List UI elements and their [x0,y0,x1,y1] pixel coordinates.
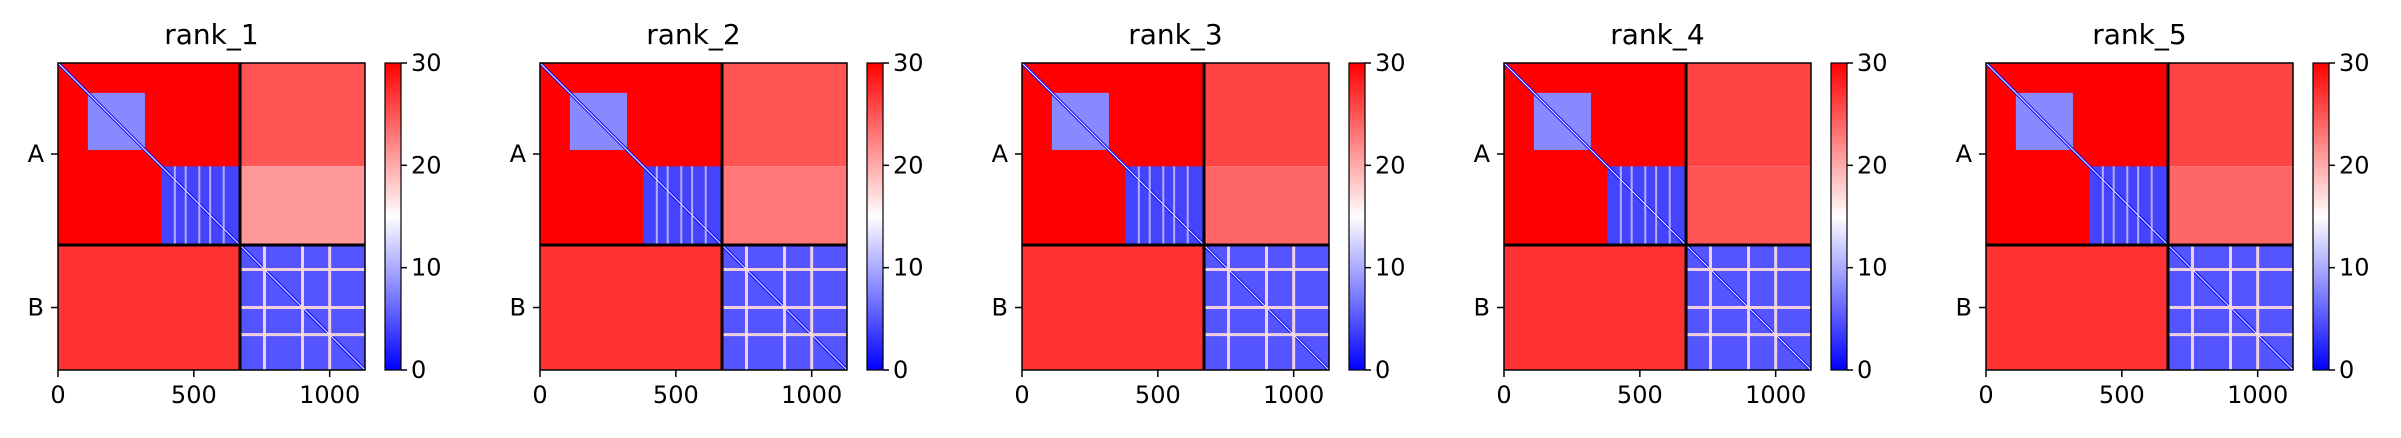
colorbar-tick-label: 0 [2339,356,2354,384]
colorbar-tick-label: 30 [1375,49,1406,77]
y-tick-label: B [510,294,526,322]
y-tick-label: A [1956,140,1973,168]
heatmap-region [1607,63,1687,167]
colorbar-tick-label: 10 [1857,254,1888,282]
diagonal-highlight [58,63,365,370]
colorbar-tick-label: 10 [1375,254,1406,282]
colorbar [384,62,402,371]
y-tick-label: B [1474,294,1490,322]
heatmap-region [161,63,241,167]
heatmap-region [722,166,847,246]
heatmap-region [1686,63,1811,167]
chart-title: rank_1 [164,18,258,51]
heatmap-rank_5 [1986,63,2293,370]
heatmap-rank_2 [540,63,847,370]
x-tick-label: 0 [532,381,547,409]
plot-frame [1985,62,2294,371]
colorbar-tick-label: 20 [1857,151,1888,179]
diagonal-highlight [1986,63,2293,370]
plot-frame [1503,62,1812,371]
x-tick-label: 0 [1496,381,1511,409]
y-tick-label: B [992,294,1008,322]
colorbar-tick-label: 10 [2339,254,2370,282]
chart-title: rank_5 [2092,18,2186,51]
colorbar-tick-label: 10 [893,254,924,282]
x-tick-label: 0 [1014,381,1029,409]
panel-rank_4: rank_4 0 500 1000 A B 0 10 20 30 [1474,18,1888,409]
diagonal-highlight [540,63,847,370]
colorbar-tick-label: 0 [893,356,908,384]
chart-title: rank_2 [646,18,740,51]
x-tick-label: 500 [1135,381,1181,409]
heatmap-region [1022,245,1205,370]
heatmap-region [1204,166,1329,246]
colorbar-tick-label: 20 [411,151,442,179]
diagonal-highlight [1504,63,1811,370]
heatmap-rank_1 [58,63,365,370]
heatmap-region [240,63,365,167]
colorbar-tick-label: 20 [893,151,924,179]
panel-rank_3: rank_3 0 500 1000 A B 0 10 20 30 [992,18,1406,409]
heatmap-rank_4 [1504,63,1811,370]
panel-rank_1: rank_1 0 500 1000 A B 0 10 20 30 [28,18,442,409]
colorbar-tick-label: 30 [1857,49,1888,77]
colorbar-tick-label: 30 [2339,49,2370,77]
heatmap-region [1204,63,1329,167]
heatmap-region [540,245,723,370]
x-tick-label: 1000 [2227,381,2288,409]
chart-title: rank_4 [1610,18,1704,51]
x-tick-label: 1000 [299,381,360,409]
plot-frame [539,62,848,371]
x-tick-label: 500 [2099,381,2145,409]
heatmap-region [240,166,365,246]
y-tick-label: B [28,294,44,322]
colorbar-tick-label: 30 [411,49,442,77]
x-tick-label: 0 [1978,381,1993,409]
colorbar-tick-label: 0 [411,356,426,384]
heatmap-region [643,63,723,167]
y-tick-label: A [28,140,45,168]
x-tick-label: 1000 [1745,381,1806,409]
x-tick-label: 1000 [781,381,842,409]
colorbar-tick-label: 20 [1375,151,1406,179]
plot-frame [1021,62,1330,371]
colorbar [1830,62,1848,371]
panel-rank_5: rank_5 0 500 1000 A B 0 10 20 30 [1956,18,2370,409]
heatmap-region [1504,245,1687,370]
chart-title: rank_3 [1128,18,1222,51]
panel-rank_2: rank_2 0 500 1000 A B 0 10 20 30 [510,18,924,409]
heatmap-region [1986,245,2169,370]
colorbar [1348,62,1366,371]
heatmap-region [2089,63,2169,167]
colorbar [866,62,884,371]
colorbar-tick-label: 0 [1375,356,1390,384]
colorbar-tick-label: 10 [411,254,442,282]
x-tick-label: 500 [1617,381,1663,409]
diagonal-highlight [1022,63,1329,370]
colorbar-tick-label: 0 [1857,356,1872,384]
colorbar [2312,62,2330,371]
heatmap-region [1125,63,1205,167]
colorbar-tick-label: 30 [893,49,924,77]
y-tick-label: B [1956,294,1972,322]
y-tick-label: A [1474,140,1491,168]
heatmap-region [1686,166,1811,246]
x-tick-label: 500 [171,381,217,409]
x-tick-label: 1000 [1263,381,1324,409]
y-tick-label: A [992,140,1009,168]
heatmap-rank_3 [1022,63,1329,370]
heatmap-region [58,245,241,370]
heatmap-region [722,63,847,167]
plot-frame [57,62,366,371]
x-tick-label: 0 [50,381,65,409]
heatmap-region [2168,166,2293,246]
y-tick-label: A [510,140,527,168]
colorbar-tick-label: 20 [2339,151,2370,179]
x-tick-label: 500 [653,381,699,409]
heatmap-region [2168,63,2293,167]
